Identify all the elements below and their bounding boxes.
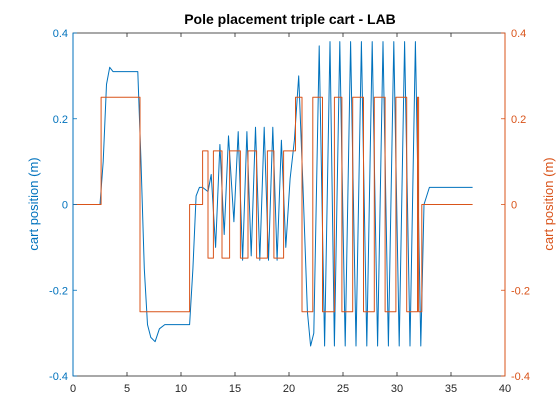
axes-layer: 0 5 10 15 20 25 30 35 40-0.4-0.200.20.4-0.4-0.20… bbox=[49, 28, 530, 395]
series-layer bbox=[73, 41, 473, 347]
left-y-tick-label: -0.4 bbox=[49, 371, 68, 383]
chart-title: Pole placement triple cart - LAB bbox=[184, 11, 396, 27]
left-axis-label: cart position (m) bbox=[26, 157, 41, 250]
x-tick-label: 0 bbox=[70, 383, 76, 395]
x-tick-label: 40 bbox=[499, 383, 511, 395]
x-tick-label: 20 bbox=[283, 383, 295, 395]
x-tick-label: 5 bbox=[124, 383, 130, 395]
right-y-tick-label: -0.4 bbox=[511, 371, 530, 383]
left-y-tick-label: -0.2 bbox=[49, 285, 68, 297]
x-tick-label: 35 bbox=[445, 383, 457, 395]
right-y-tick-label: 0.4 bbox=[511, 28, 526, 40]
left-y-tick-label: 0.2 bbox=[53, 114, 68, 126]
series-line-left bbox=[73, 41, 473, 347]
left-y-tick-label: 0 bbox=[62, 200, 68, 212]
right-y-tick-label: 0.2 bbox=[511, 114, 526, 126]
x-tick-label: 25 bbox=[337, 383, 349, 395]
series-line-right bbox=[73, 96, 473, 313]
x-tick-label: 10 bbox=[175, 383, 187, 395]
x-tick-label: 15 bbox=[229, 383, 241, 395]
x-tick-label: 30 bbox=[391, 383, 403, 395]
left-y-tick-label: 0.4 bbox=[53, 28, 68, 40]
right-y-tick-label: -0.2 bbox=[511, 285, 530, 297]
right-axis-label: cart position (m) bbox=[541, 157, 556, 250]
right-y-tick-label: 0 bbox=[511, 200, 517, 212]
